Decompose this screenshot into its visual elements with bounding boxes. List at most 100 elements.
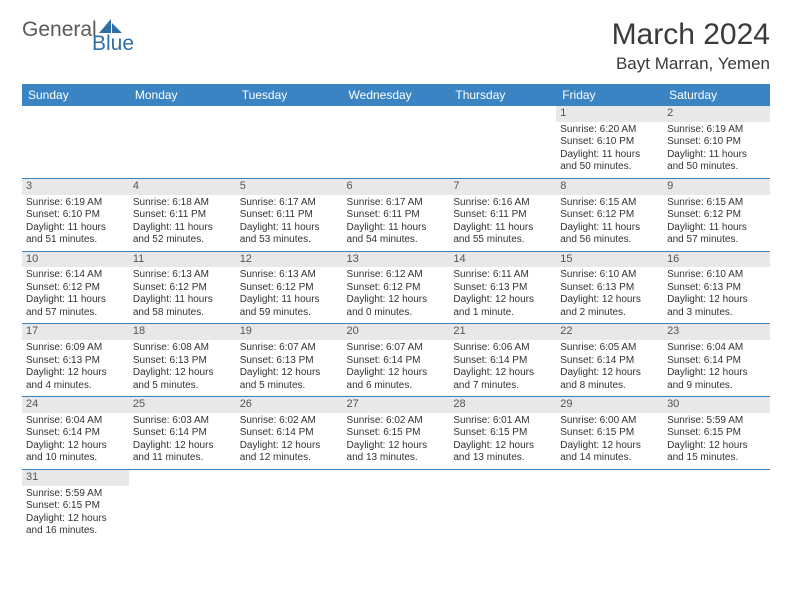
cell-text: Daylight: 11 hours (240, 222, 339, 235)
cell-text: Sunset: 6:13 PM (240, 355, 339, 368)
cell-text: Sunset: 6:13 PM (560, 282, 659, 295)
calendar-cell (449, 106, 556, 178)
day-number: 25 (129, 397, 236, 413)
cell-text: and 50 minutes. (560, 161, 659, 174)
cell-text: Daylight: 11 hours (560, 222, 659, 235)
cell-text: Sunset: 6:14 PM (347, 355, 446, 368)
calendar-cell: 29Sunrise: 6:00 AMSunset: 6:15 PMDayligh… (556, 397, 663, 470)
cell-text: Sunrise: 6:19 AM (667, 124, 766, 137)
cell-text: Sunrise: 6:03 AM (133, 415, 232, 428)
calendar-cell: 23Sunrise: 6:04 AMSunset: 6:14 PMDayligh… (663, 324, 770, 397)
calendar-row: 31Sunrise: 5:59 AMSunset: 6:15 PMDayligh… (22, 469, 770, 541)
day-number: 11 (129, 252, 236, 268)
cell-text: Sunset: 6:13 PM (667, 282, 766, 295)
cell-text: and 54 minutes. (347, 234, 446, 247)
cell-text: Daylight: 12 hours (240, 440, 339, 453)
cell-text: Sunset: 6:13 PM (26, 355, 125, 368)
calendar-cell (236, 106, 343, 178)
calendar-cell: 22Sunrise: 6:05 AMSunset: 6:14 PMDayligh… (556, 324, 663, 397)
cell-text: Daylight: 12 hours (453, 367, 552, 380)
calendar-cell: 10Sunrise: 6:14 AMSunset: 6:12 PMDayligh… (22, 251, 129, 324)
day-number: 19 (236, 324, 343, 340)
header: General Blue March 2024 Bayt Marran, Yem… (22, 18, 770, 74)
calendar-cell: 25Sunrise: 6:03 AMSunset: 6:14 PMDayligh… (129, 397, 236, 470)
calendar-body: 1Sunrise: 6:20 AMSunset: 6:10 PMDaylight… (22, 106, 770, 542)
cell-text: Sunset: 6:15 PM (453, 427, 552, 440)
calendar-cell: 31Sunrise: 5:59 AMSunset: 6:15 PMDayligh… (22, 469, 129, 541)
cell-text: Sunset: 6:15 PM (667, 427, 766, 440)
cell-text: Daylight: 11 hours (26, 222, 125, 235)
calendar-cell: 7Sunrise: 6:16 AMSunset: 6:11 PMDaylight… (449, 178, 556, 251)
cell-text: Sunset: 6:15 PM (560, 427, 659, 440)
cell-text: Sunrise: 5:59 AM (667, 415, 766, 428)
cell-text: and 12 minutes. (240, 452, 339, 465)
cell-text: Daylight: 12 hours (240, 367, 339, 380)
day-number: 13 (343, 252, 450, 268)
cell-text: and 16 minutes. (26, 525, 125, 538)
calendar-cell (343, 106, 450, 178)
day-number: 17 (22, 324, 129, 340)
weekday-header: Monday (129, 84, 236, 106)
calendar-cell: 15Sunrise: 6:10 AMSunset: 6:13 PMDayligh… (556, 251, 663, 324)
calendar-row: 10Sunrise: 6:14 AMSunset: 6:12 PMDayligh… (22, 251, 770, 324)
calendar-cell: 9Sunrise: 6:15 AMSunset: 6:12 PMDaylight… (663, 178, 770, 251)
cell-text: Sunset: 6:14 PM (560, 355, 659, 368)
cell-text: Sunrise: 6:02 AM (240, 415, 339, 428)
cell-text: Sunrise: 6:04 AM (26, 415, 125, 428)
cell-text: and 6 minutes. (347, 380, 446, 393)
cell-text: Daylight: 11 hours (667, 149, 766, 162)
cell-text: Sunrise: 6:05 AM (560, 342, 659, 355)
day-number: 7 (449, 179, 556, 195)
weekday-header: Tuesday (236, 84, 343, 106)
cell-text: Sunrise: 5:59 AM (26, 488, 125, 501)
day-number: 10 (22, 252, 129, 268)
calendar-cell: 28Sunrise: 6:01 AMSunset: 6:15 PMDayligh… (449, 397, 556, 470)
calendar-row: 24Sunrise: 6:04 AMSunset: 6:14 PMDayligh… (22, 397, 770, 470)
cell-text: and 11 minutes. (133, 452, 232, 465)
cell-text: Sunrise: 6:17 AM (347, 197, 446, 210)
cell-text: Sunset: 6:13 PM (133, 355, 232, 368)
calendar-cell (663, 469, 770, 541)
calendar-cell: 12Sunrise: 6:13 AMSunset: 6:12 PMDayligh… (236, 251, 343, 324)
cell-text: Sunrise: 6:07 AM (347, 342, 446, 355)
calendar-row: 1Sunrise: 6:20 AMSunset: 6:10 PMDaylight… (22, 106, 770, 178)
cell-text: Sunrise: 6:04 AM (667, 342, 766, 355)
cell-text: Daylight: 12 hours (560, 440, 659, 453)
cell-text: Daylight: 12 hours (347, 294, 446, 307)
cell-text: Sunrise: 6:16 AM (453, 197, 552, 210)
cell-text: Daylight: 12 hours (667, 367, 766, 380)
cell-text: Sunrise: 6:19 AM (26, 197, 125, 210)
cell-text: Sunrise: 6:10 AM (560, 269, 659, 282)
cell-text: Daylight: 12 hours (453, 440, 552, 453)
calendar-cell: 27Sunrise: 6:02 AMSunset: 6:15 PMDayligh… (343, 397, 450, 470)
cell-text: and 0 minutes. (347, 307, 446, 320)
cell-text: Sunset: 6:12 PM (133, 282, 232, 295)
calendar-cell: 1Sunrise: 6:20 AMSunset: 6:10 PMDaylight… (556, 106, 663, 178)
cell-text: Sunrise: 6:15 AM (667, 197, 766, 210)
calendar-cell: 24Sunrise: 6:04 AMSunset: 6:14 PMDayligh… (22, 397, 129, 470)
cell-text: Sunrise: 6:07 AM (240, 342, 339, 355)
cell-text: Sunset: 6:11 PM (347, 209, 446, 222)
cell-text: Sunrise: 6:10 AM (667, 269, 766, 282)
cell-text: Sunset: 6:12 PM (26, 282, 125, 295)
calendar-cell: 11Sunrise: 6:13 AMSunset: 6:12 PMDayligh… (129, 251, 236, 324)
calendar-row: 3Sunrise: 6:19 AMSunset: 6:10 PMDaylight… (22, 178, 770, 251)
cell-text: Sunrise: 6:15 AM (560, 197, 659, 210)
calendar-row: 17Sunrise: 6:09 AMSunset: 6:13 PMDayligh… (22, 324, 770, 397)
cell-text: and 53 minutes. (240, 234, 339, 247)
cell-text: Sunset: 6:10 PM (560, 136, 659, 149)
cell-text: Sunrise: 6:00 AM (560, 415, 659, 428)
cell-text: Sunrise: 6:20 AM (560, 124, 659, 137)
cell-text: Sunset: 6:10 PM (26, 209, 125, 222)
calendar-cell: 2Sunrise: 6:19 AMSunset: 6:10 PMDaylight… (663, 106, 770, 178)
cell-text: and 2 minutes. (560, 307, 659, 320)
cell-text: Sunrise: 6:01 AM (453, 415, 552, 428)
title-block: March 2024 Bayt Marran, Yemen (612, 18, 770, 74)
cell-text: and 55 minutes. (453, 234, 552, 247)
cell-text: and 13 minutes. (347, 452, 446, 465)
cell-text: Daylight: 12 hours (133, 367, 232, 380)
cell-text: Sunset: 6:14 PM (453, 355, 552, 368)
day-number: 18 (129, 324, 236, 340)
cell-text: Sunset: 6:14 PM (240, 427, 339, 440)
calendar-cell: 14Sunrise: 6:11 AMSunset: 6:13 PMDayligh… (449, 251, 556, 324)
